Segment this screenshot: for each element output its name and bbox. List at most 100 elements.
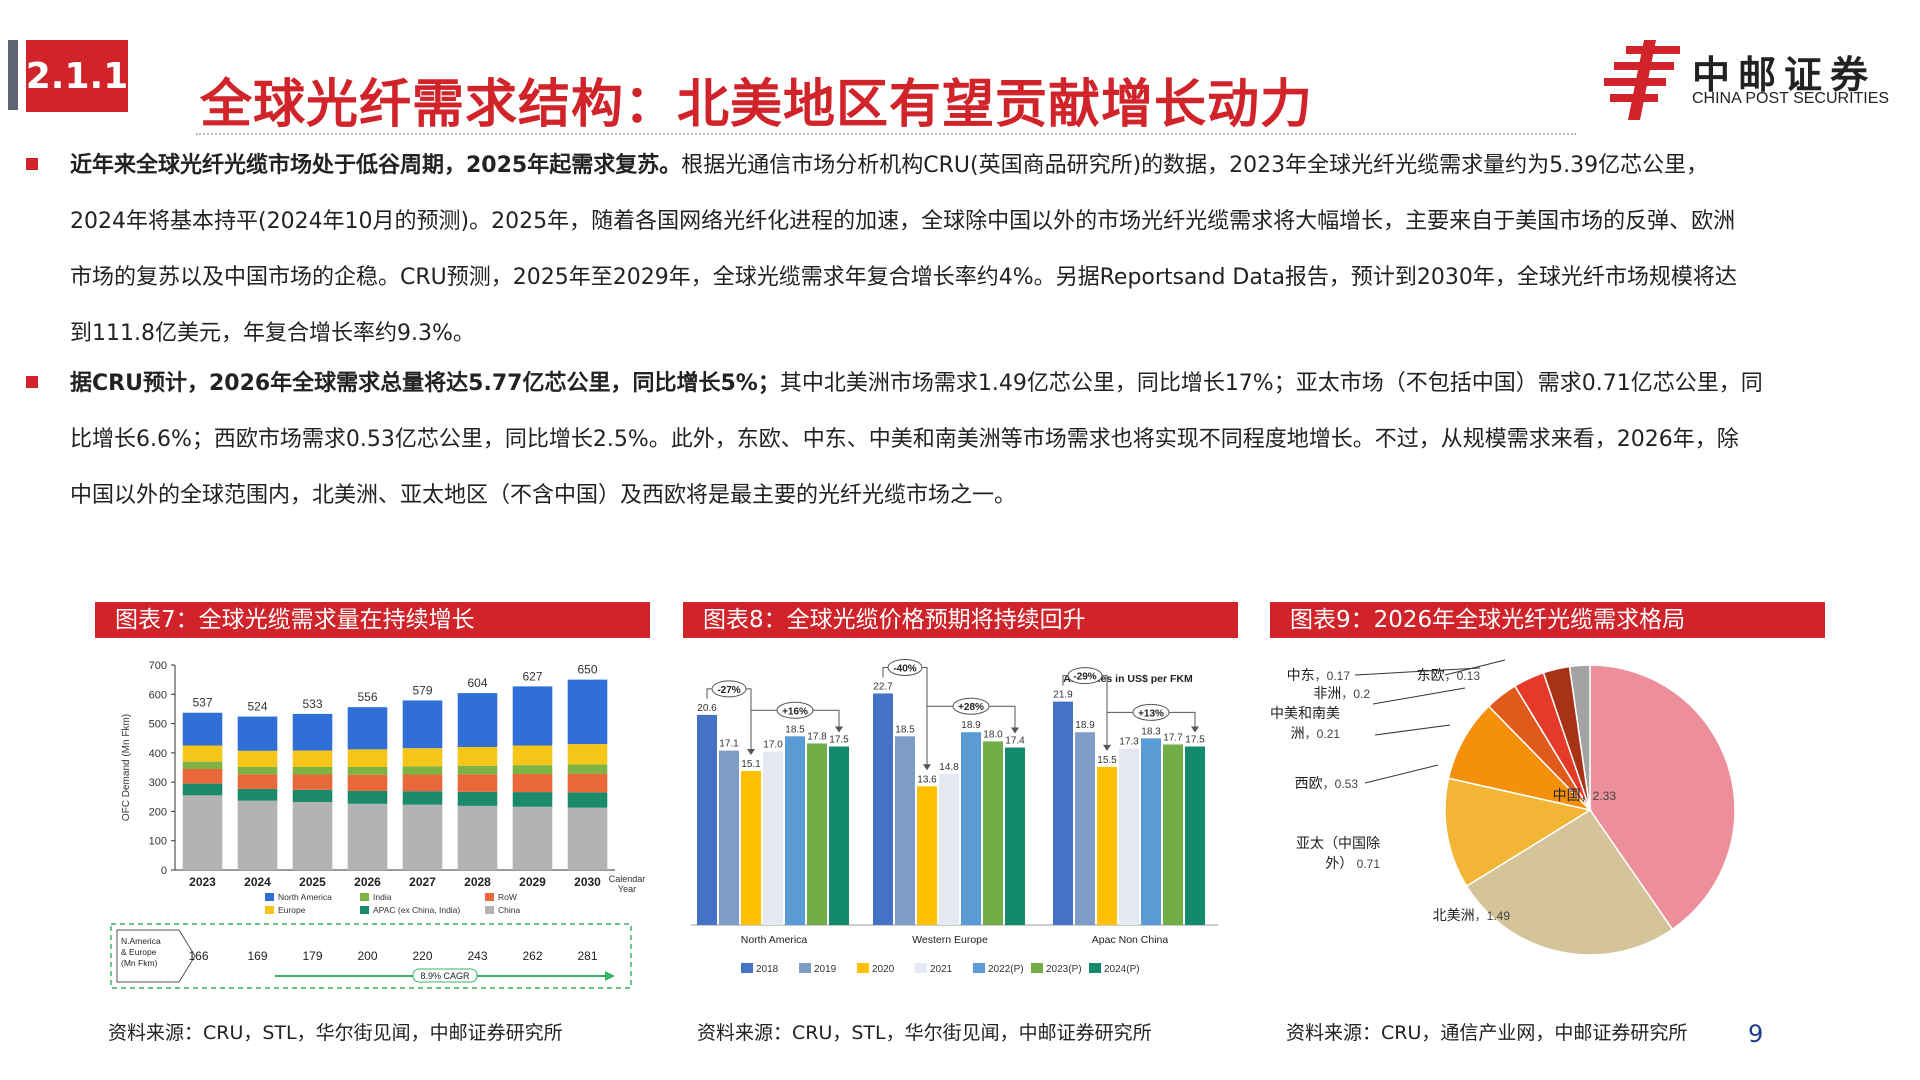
value-label: 17.5 (829, 735, 849, 746)
value-label: 18.3 (1141, 726, 1161, 737)
cagr-badge (412, 968, 478, 983)
chart7-stacked-bar: 0 100 200 300 400 500 600 700 OFC Demand (Mn Fkm… (110, 660, 645, 989)
growth-badge (952, 697, 990, 715)
bar-segment (567, 679, 608, 745)
left-accent-bar (8, 40, 18, 110)
bar-segment (182, 768, 223, 784)
decline-arrow (923, 764, 931, 771)
bar-segment (457, 765, 498, 775)
title-divider (196, 133, 1576, 135)
value-label: 18.5 (895, 724, 915, 735)
x-axis-label: Year (618, 884, 636, 894)
company-logo: 中邮证券 CHINA POST SECURITIES (1600, 40, 1900, 120)
total-label: 627 (522, 669, 542, 683)
legend-label: China (498, 905, 520, 915)
pie-label-latam: 洲，0.21 (1291, 725, 1341, 741)
bar-segment (567, 764, 608, 774)
bar (1053, 701, 1073, 925)
bar-segment (567, 744, 608, 765)
legend-label: India (373, 892, 392, 902)
value-label: 18.0 (983, 729, 1003, 740)
chart7-title: 图表7：全球光缆需求量在持续增长 (95, 602, 650, 638)
x-tick-label: Apac Non China (1092, 934, 1169, 946)
bar-segment (292, 713, 333, 751)
legend-swatch (485, 906, 494, 914)
growth-arrow (1011, 727, 1019, 734)
table-value: 281 (577, 949, 597, 963)
bar-segment (512, 773, 553, 793)
paragraph-2-lead: 据CRU预计，2026年全球需求总量将达5.77亿芯公里，同比增长5%； (70, 371, 780, 396)
legend-label: North America (278, 892, 332, 902)
y-tick-label: 200 (149, 806, 167, 818)
leader-line (1372, 687, 1466, 705)
legend-swatch (360, 906, 369, 914)
legend-swatch (857, 963, 869, 973)
chart7-source: 资料来源：CRU，STL，华尔街见闻，中邮证券研究所 (108, 1022, 563, 1044)
legend-label: 2022(P) (988, 964, 1024, 975)
bar-segment (457, 774, 498, 792)
bar-segment (237, 788, 278, 801)
legend-swatch (973, 963, 985, 973)
pie-label-western-europe: 西欧，0.53 (1295, 775, 1359, 791)
pie-slice (1447, 705, 1593, 812)
table-label-arrow (116, 929, 196, 983)
x-tick-label: 2027 (409, 875, 436, 889)
paragraph-1-line-2: 2024年将基本持平(2024年10月的预测)。2025年，随着各国网络光纤化进… (70, 209, 1736, 234)
growth-badge (1132, 703, 1170, 721)
growth-arrow (1191, 726, 1199, 733)
bar-segment (402, 766, 443, 775)
decline-label: -40% (893, 663, 916, 674)
value-label: 18.5 (785, 724, 805, 735)
logo-chinese-name: 中邮证券 (1692, 53, 1877, 97)
bar (829, 746, 849, 925)
bar-segment (237, 766, 278, 775)
decline-badge (711, 680, 747, 698)
pie-label-africa: 非洲，0.2 (1313, 685, 1370, 701)
legend-swatch (1031, 963, 1043, 973)
y-tick-label: 300 (149, 777, 167, 789)
legend-swatch (265, 893, 274, 901)
bullet-icon (26, 376, 38, 388)
growth-label: +28% (958, 702, 984, 713)
bar (1097, 766, 1117, 925)
paragraph-1-line-3: 市场的复苏以及中国市场的企稳。CRU预测，2025年至2029年，全球光缆需求年… (70, 265, 1737, 290)
page-title: 全球光纤需求结构：北美地区有望贡献增长动力 (200, 75, 1314, 135)
legend-swatch (741, 963, 753, 973)
y-tick-label: 500 (149, 719, 167, 731)
legend-swatch (1089, 963, 1101, 973)
paragraph-1-text: 根据光通信市场分析机构CRU(英国商品研究所)的数据，2023年全球光纤光缆需求… (681, 153, 1709, 178)
bar-segment (402, 791, 443, 805)
bar-segment (512, 745, 553, 766)
legend-label: APAC (ex China, India) (373, 905, 460, 915)
page-number: 9 (1748, 1020, 1764, 1048)
table-value: 243 (467, 949, 487, 963)
logo-english-name: CHINA POST SECURITIES (1692, 90, 1890, 107)
bar-segment (182, 795, 223, 870)
table-label: (Mn Fkm) (121, 958, 158, 968)
bar-segment (347, 749, 388, 767)
paragraph-2: 据CRU预计，2026年全球需求总量将达5.77亿芯公里，同比增长5%；其中北美… (26, 356, 1880, 524)
bar-segment (347, 774, 388, 791)
bar-segment (292, 766, 333, 775)
table-value: 200 (357, 949, 377, 963)
leader-line (1444, 659, 1506, 676)
bar (697, 714, 717, 925)
x-tick-label: 2026 (354, 875, 381, 889)
value-label: 18.9 (1075, 720, 1095, 731)
bar-segment (402, 804, 443, 870)
pie-slice (1568, 664, 1591, 811)
paragraph-1: 近年来全球光纤光缆市场处于低谷周期，2025年起需求复苏。根据光通信市场分析机构… (26, 138, 1880, 362)
value-label: 17.1 (719, 739, 739, 750)
paragraph-2-line-1: 据CRU预计，2026年全球需求总量将达5.77亿芯公里，同比增长5%；其中北美… (70, 356, 1880, 412)
paragraph-1-line-1: 近年来全球光纤光缆市场处于低谷周期，2025年起需求复苏。根据光通信市场分析机构… (70, 138, 1880, 194)
legend-label: RoW (498, 892, 517, 902)
pie-slice (1465, 808, 1674, 956)
value-label: 17.5 (1185, 735, 1205, 746)
bar-segment (292, 750, 333, 767)
pie-label-north-america: 北美洲，1.49 (1433, 907, 1511, 923)
legend-label: Europe (278, 905, 306, 915)
table-value: 169 (247, 949, 267, 963)
y-tick-label: 100 (149, 836, 167, 848)
table-value: 220 (412, 949, 432, 963)
bar-segment (347, 803, 388, 870)
